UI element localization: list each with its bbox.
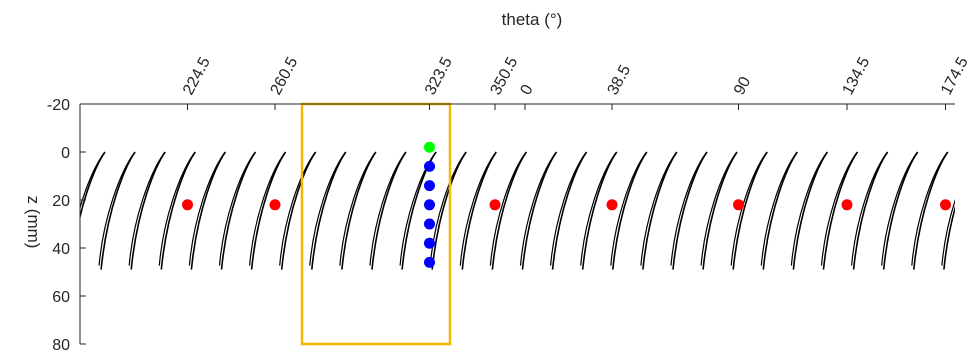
curve (852, 151, 889, 270)
curve-inner (760, 152, 797, 266)
curve-inner (158, 152, 195, 266)
curve-inner (550, 152, 587, 266)
curve (581, 151, 618, 270)
curve (190, 151, 227, 270)
curve (521, 151, 558, 270)
x-tick-label: 0 (518, 82, 537, 98)
curve-inner (218, 152, 255, 266)
curve (100, 151, 136, 270)
y-axis-label: z (mm) (24, 196, 43, 249)
curve-inner (700, 152, 737, 266)
curve-inner (489, 152, 526, 266)
y-tick-label: 60 (52, 289, 70, 306)
data-point (424, 199, 435, 211)
x-tick-label: 350.5 (488, 54, 522, 97)
data-point (424, 160, 435, 172)
curve (341, 151, 377, 270)
x-tick-label: 134.5 (840, 54, 874, 97)
curve-inner (911, 152, 948, 266)
curve-inner (429, 152, 466, 266)
curve (551, 151, 588, 270)
curve (280, 151, 317, 270)
data-point (940, 199, 951, 211)
curve (642, 151, 678, 270)
curve-inner (279, 152, 316, 266)
curve-inner (820, 152, 857, 266)
curve-inner (249, 152, 286, 266)
curve-inner (730, 152, 767, 266)
curve-inner (98, 152, 135, 266)
curve (160, 151, 196, 270)
curve (130, 151, 166, 270)
curve-inner (670, 152, 707, 266)
curve (943, 205, 955, 270)
data-point (424, 141, 435, 153)
curve-inner (80, 152, 105, 211)
y-tick-label: 40 (52, 241, 70, 258)
curve (762, 151, 798, 270)
curve (792, 151, 829, 270)
curve (913, 151, 949, 270)
x-tick-label: 224.5 (180, 54, 214, 97)
curves-layer (80, 151, 955, 270)
curve (702, 151, 738, 270)
data-point (269, 199, 281, 211)
curve-inner (188, 152, 225, 266)
x-tick-label: 38.5 (605, 62, 635, 98)
curve-inner (610, 152, 647, 266)
x-tick-label: 260.5 (268, 54, 302, 97)
curve (80, 151, 106, 221)
data-point (733, 199, 744, 211)
curve (612, 151, 648, 270)
data-point (182, 199, 193, 211)
curve-inner (519, 152, 556, 266)
curve (250, 151, 287, 270)
curve (220, 151, 257, 270)
x-tick-label: 174.5 (938, 54, 972, 97)
y-ticks-layer: -20 0 20 40 60 80 (47, 97, 86, 354)
x-tick-label: 90 (731, 74, 754, 98)
curve-inner (459, 152, 496, 266)
y-tick-label: -20 (47, 97, 70, 114)
data-point (606, 199, 618, 211)
x-tick-label: 323.5 (422, 54, 456, 97)
y-tick-label: 20 (52, 193, 70, 210)
x-axis-label: theta (°) (502, 10, 563, 29)
curve-inner (399, 152, 436, 266)
curve (672, 151, 708, 270)
curve-inner (881, 152, 918, 266)
curves-group (80, 151, 955, 270)
data-point (424, 180, 435, 192)
curve-inner (640, 152, 677, 266)
curve (311, 151, 347, 270)
curve-inner (851, 152, 888, 266)
data-point (424, 218, 435, 230)
data-point (424, 237, 435, 249)
data-point (424, 256, 435, 268)
data-point (841, 199, 853, 211)
curve (732, 151, 768, 270)
curve-inner (309, 152, 346, 266)
y-tick-label: 0 (61, 145, 70, 162)
curve (882, 151, 919, 270)
curve (491, 151, 528, 270)
curve-inner (369, 152, 406, 266)
curve (461, 151, 497, 270)
curve (822, 151, 859, 270)
curve-inner (790, 152, 827, 266)
curve-inner (339, 152, 376, 266)
x-ticks-layer: 224.5 260.5 323.5 350.50 38.5 90 134.5 174.5 (180, 54, 972, 110)
y-tick-label: 80 (52, 337, 70, 354)
axes-layer (79, 103, 955, 344)
points-layer (182, 141, 951, 268)
data-point (489, 199, 501, 211)
curve-inner (128, 152, 165, 266)
curve-inner (941, 199, 955, 266)
curve-inner (580, 152, 617, 266)
curve (371, 151, 407, 270)
